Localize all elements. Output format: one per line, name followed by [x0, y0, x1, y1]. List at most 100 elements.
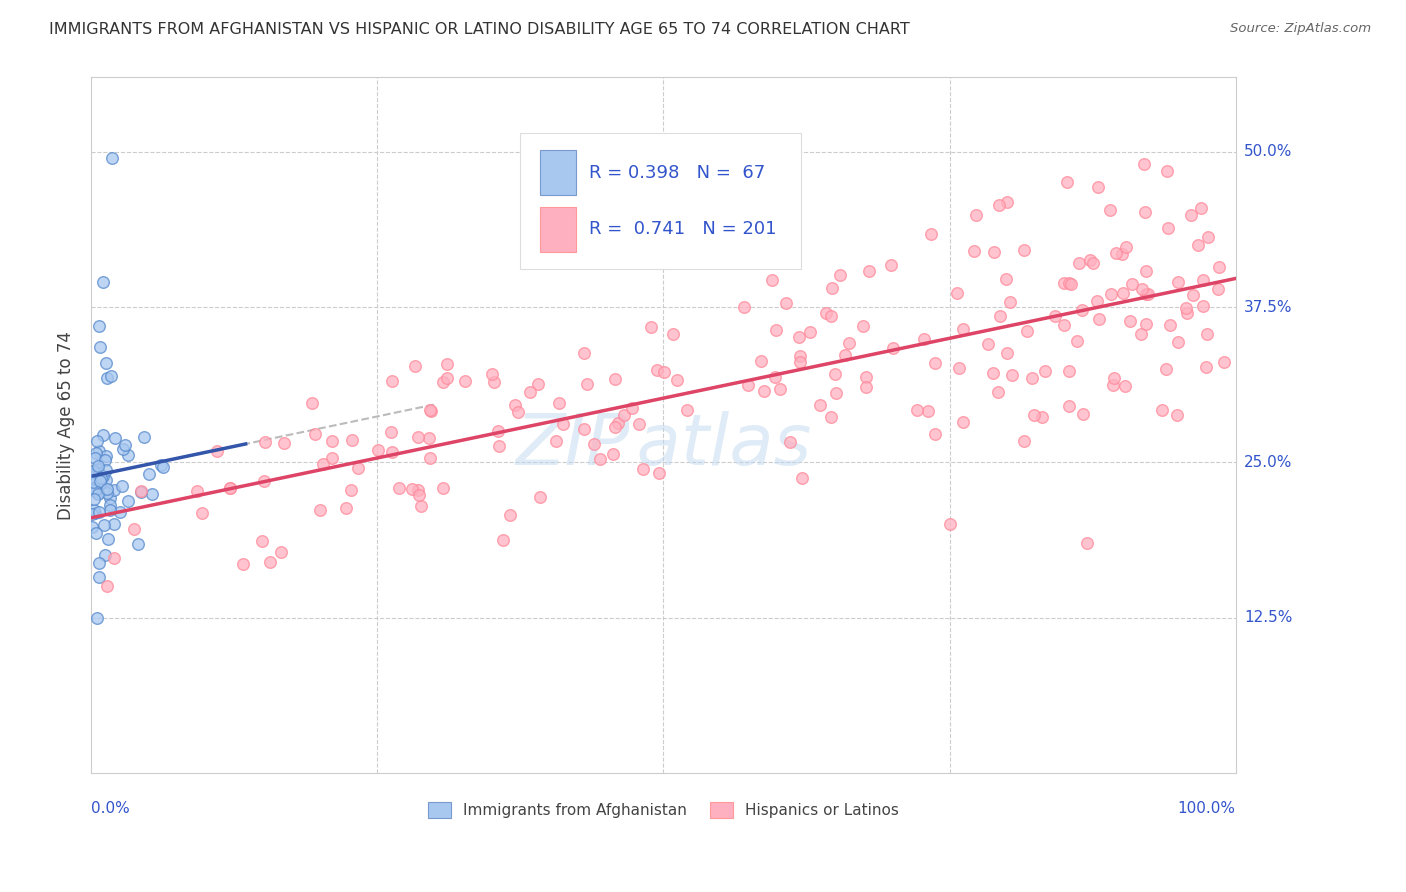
Point [96, 482, 118, 496]
Point [1119, 314, 1142, 328]
Point [190, 506, 212, 520]
Point [304, 427, 326, 442]
Point [852, 319, 875, 334]
Point [273, 436, 295, 450]
Point [84, 450, 107, 465]
Point [553, 417, 575, 431]
Point [129, 483, 152, 498]
Point [96, 371, 118, 385]
Point [86, 487, 108, 501]
Bar [540, 207, 576, 252]
Point [186, 483, 208, 498]
Point [1150, 403, 1173, 417]
Point [602, 447, 624, 461]
Point [1056, 175, 1078, 189]
Point [1166, 408, 1188, 422]
Point [761, 273, 783, 287]
Point [830, 268, 852, 282]
Point [1177, 306, 1199, 320]
Point [981, 366, 1004, 380]
Point [309, 503, 332, 517]
Point [87, 443, 110, 458]
Point [401, 483, 423, 497]
Point [952, 321, 974, 335]
Point [89, 318, 111, 333]
Point [987, 384, 1010, 399]
Point [808, 398, 831, 412]
Point [572, 346, 595, 360]
Point [834, 347, 856, 361]
Point [676, 402, 699, 417]
Point [111, 442, 134, 456]
Point [519, 384, 541, 399]
Point [454, 374, 477, 388]
Point [103, 483, 125, 497]
Point [752, 384, 775, 398]
Point [621, 401, 644, 416]
Text: ZIP atlas: ZIP atlas [516, 411, 811, 481]
Point [1087, 179, 1109, 194]
Point [484, 375, 506, 389]
Point [87, 463, 110, 477]
Text: 50.0%: 50.0% [1244, 145, 1292, 160]
Point [917, 404, 939, 418]
Point [787, 330, 810, 344]
Point [1135, 287, 1157, 301]
Point [962, 244, 984, 258]
Point [1192, 273, 1215, 287]
Point [381, 445, 404, 459]
Point [432, 376, 454, 390]
Point [987, 198, 1010, 212]
Point [503, 398, 526, 412]
Point [1070, 302, 1092, 317]
Point [905, 403, 928, 417]
Point [1208, 260, 1230, 274]
Point [96, 463, 118, 477]
Point [1057, 364, 1080, 378]
Point [488, 439, 510, 453]
Point [824, 385, 846, 400]
Point [789, 355, 811, 369]
Point [858, 264, 880, 278]
Point [419, 402, 441, 417]
Point [824, 367, 846, 381]
Point [117, 448, 139, 462]
Point [589, 452, 612, 467]
Point [100, 369, 122, 384]
Point [409, 500, 432, 514]
Text: 37.5%: 37.5% [1244, 300, 1292, 315]
Point [93, 518, 115, 533]
Point [84, 465, 107, 479]
Point [548, 396, 571, 410]
Point [983, 244, 1005, 259]
Point [432, 481, 454, 495]
Point [250, 534, 273, 549]
Point [998, 295, 1021, 310]
Point [86, 434, 108, 449]
Point [103, 551, 125, 566]
Legend: Immigrants from Afghanistan, Hispanics or Latinos: Immigrants from Afghanistan, Hispanics o… [422, 796, 905, 824]
Point [988, 310, 1011, 324]
Point [820, 309, 842, 323]
Text: 100.0%: 100.0% [1178, 800, 1236, 815]
Point [775, 295, 797, 310]
Point [408, 483, 430, 497]
Point [89, 340, 111, 354]
Point [938, 517, 960, 532]
Text: Source: ZipAtlas.com: Source: ZipAtlas.com [1230, 22, 1371, 36]
Point [381, 374, 404, 388]
Point [98, 503, 121, 517]
Y-axis label: Disability Age 65 to 74: Disability Age 65 to 74 [58, 331, 75, 519]
Point [880, 258, 903, 272]
Point [87, 557, 110, 571]
Point [132, 430, 155, 444]
Point [1206, 282, 1229, 296]
Point [1021, 371, 1043, 385]
Point [1133, 205, 1156, 219]
Point [1174, 301, 1197, 315]
Point [82, 482, 104, 496]
Point [1136, 286, 1159, 301]
Point [1052, 276, 1074, 290]
Point [108, 505, 131, 519]
Point [544, 434, 567, 449]
